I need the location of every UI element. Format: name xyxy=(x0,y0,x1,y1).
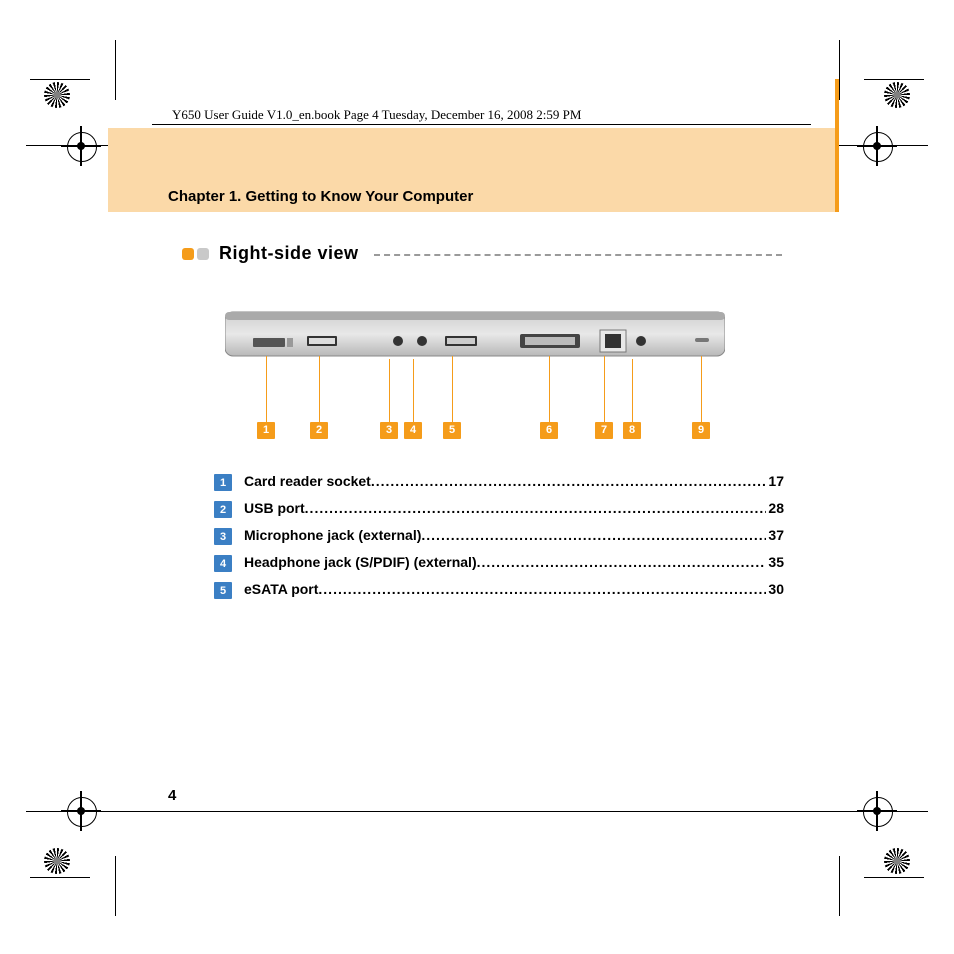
reg-cross-icon xyxy=(67,132,95,160)
legend-row: 3 Microphone jack (external).............… xyxy=(214,527,784,545)
callout-line xyxy=(266,356,267,422)
callout-number: 1 xyxy=(257,422,275,439)
right-side-diagram xyxy=(225,308,725,368)
legend-page: 17 xyxy=(768,473,784,489)
legend-dots: ........................................… xyxy=(421,527,766,543)
crop-line xyxy=(839,40,840,100)
callout-number: 5 xyxy=(443,422,461,439)
legend-label: Card reader socket xyxy=(244,473,371,489)
callout-line xyxy=(632,359,633,422)
bullet-icon xyxy=(182,248,194,260)
legend-number: 3 xyxy=(214,528,232,545)
legend-number: 2 xyxy=(214,501,232,518)
reg-star-icon xyxy=(884,82,910,108)
legend-label: eSATA port xyxy=(244,581,318,597)
dash-rule xyxy=(374,254,782,257)
reg-star-icon xyxy=(884,848,910,874)
reg-cross-icon xyxy=(863,132,891,160)
legend-row: 4 Headphone jack (S/PDIF) (external).....… xyxy=(214,554,784,572)
callout-line xyxy=(604,356,605,422)
legend-label: Microphone jack (external) xyxy=(244,527,421,543)
crop-line xyxy=(30,877,90,878)
legend-dots: ........................................… xyxy=(318,581,766,597)
callout-number: 9 xyxy=(692,422,710,439)
crop-line xyxy=(26,811,928,812)
callout-line xyxy=(319,356,320,422)
callout-line xyxy=(452,356,453,422)
legend-page: 35 xyxy=(768,554,784,570)
crop-line xyxy=(839,856,840,916)
callout-line xyxy=(549,356,550,422)
legend-list: 1 Card reader socket.....................… xyxy=(214,473,784,608)
callout-line xyxy=(413,359,414,422)
crop-line xyxy=(115,856,116,916)
orange-bleed-bar xyxy=(835,79,839,212)
running-head: Y650 User Guide V1.0_en.book Page 4 Tues… xyxy=(172,107,581,123)
section-title-text: Right-side view xyxy=(219,243,359,263)
callout-line xyxy=(389,359,390,422)
legend-dots: ........................................… xyxy=(371,473,767,489)
legend-label: Headphone jack (S/PDIF) (external) xyxy=(244,554,477,570)
callout-number: 7 xyxy=(595,422,613,439)
legend-number: 5 xyxy=(214,582,232,599)
legend-number: 4 xyxy=(214,555,232,572)
callout-number: 3 xyxy=(380,422,398,439)
legend-row: 1 Card reader socket.....................… xyxy=(214,473,784,491)
legend-dots: ........................................… xyxy=(305,500,767,516)
crop-line xyxy=(30,79,90,80)
reg-star-icon xyxy=(44,848,70,874)
legend-page: 30 xyxy=(768,581,784,597)
callout-number: 2 xyxy=(310,422,328,439)
bullet-icon xyxy=(197,248,209,260)
crop-line xyxy=(115,40,116,100)
chapter-title: Chapter 1. Getting to Know Your Computer xyxy=(168,188,473,205)
callout-number: 8 xyxy=(623,422,641,439)
header-rule xyxy=(152,124,811,125)
crop-line xyxy=(864,79,924,80)
legend-page: 28 xyxy=(768,500,784,516)
crop-line xyxy=(864,877,924,878)
legend-row: 2 USB port...............................… xyxy=(214,500,784,518)
section-title: Right-side view xyxy=(182,243,359,264)
callout-number: 6 xyxy=(540,422,558,439)
legend-number: 1 xyxy=(214,474,232,491)
page-number: 4 xyxy=(168,787,176,804)
legend-page: 37 xyxy=(768,527,784,543)
legend-row: 5 eSATA port.............................… xyxy=(214,581,784,599)
callout-number: 4 xyxy=(404,422,422,439)
reg-star-icon xyxy=(44,82,70,108)
legend-dots: ........................................… xyxy=(477,554,767,570)
callout-line xyxy=(701,356,702,422)
legend-label: USB port xyxy=(244,500,305,516)
